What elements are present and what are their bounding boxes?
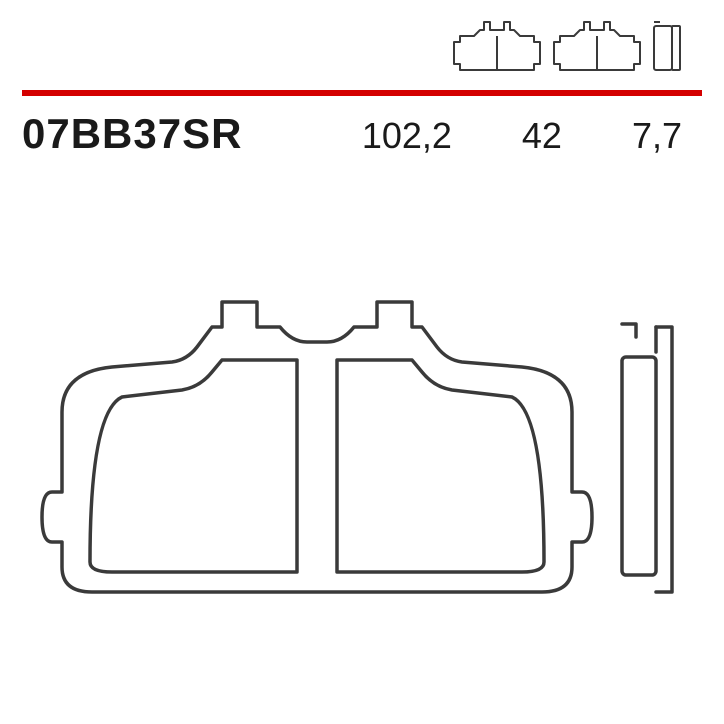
dim-width: 102,2 [362,115,452,157]
side-profile [622,324,672,592]
product-code: 07BB37SR [22,110,242,158]
dim-thickness: 7,7 [632,115,682,157]
dim-height: 42 [522,115,562,157]
dimension-values: 102,2 42 7,7 [362,115,702,157]
section-divider [22,90,702,96]
dimension-thumbnails [450,18,684,74]
brake-pad-svg [22,292,702,632]
canvas: 07BB37SR 102,2 42 7,7 [0,0,724,724]
width-icon [450,18,544,74]
spec-row: 07BB37SR 102,2 42 7,7 [22,110,702,158]
friction-pad-left [90,360,297,572]
height-icon [550,18,644,74]
thickness-icon [650,18,684,74]
backing-plate-outline [42,302,592,592]
product-diagram [22,220,702,704]
friction-pad-right [337,360,544,572]
